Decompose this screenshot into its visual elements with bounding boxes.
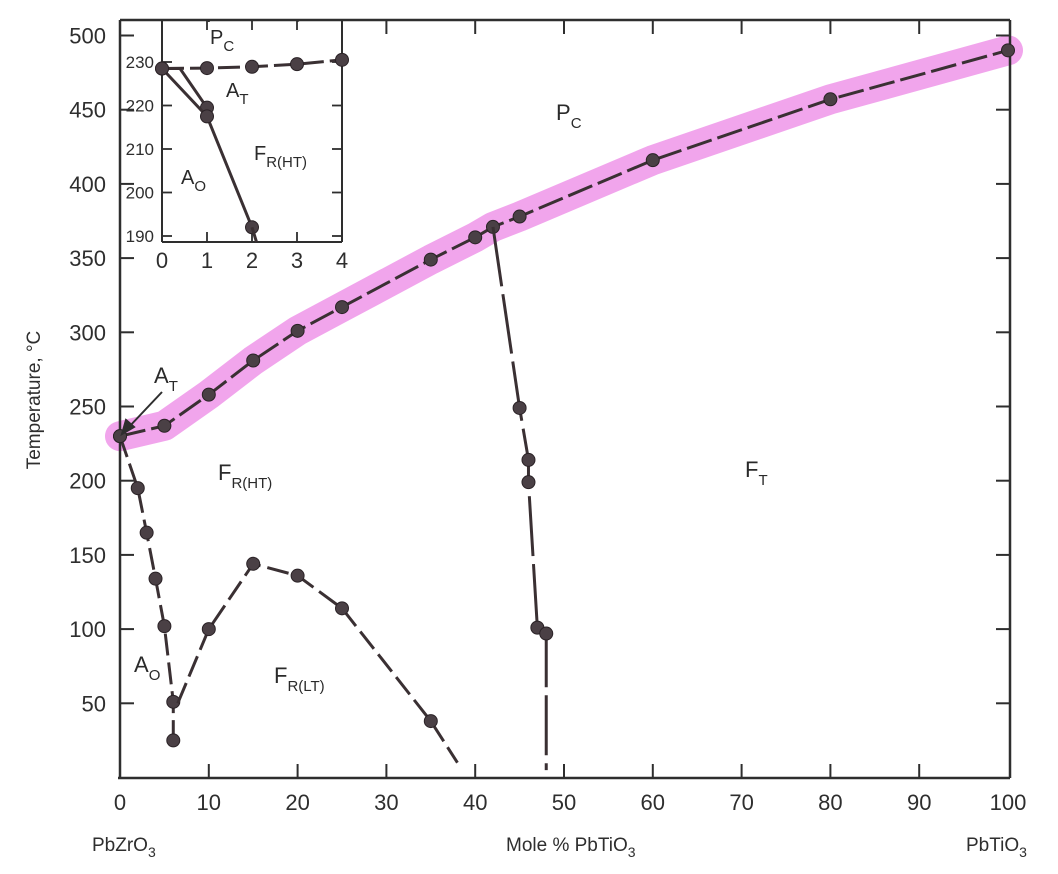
inset-chart: 0 1 2 3 4 190 200 210 220 230 (126, 20, 349, 273)
x-tick-label: 50 (552, 790, 576, 815)
data-point (335, 300, 349, 315)
inset-region-label-fr-ht: FR(HT) (254, 143, 307, 171)
x-tick-label: 40 (463, 790, 487, 815)
data-point (201, 622, 216, 637)
inset-y-tick-label: 210 (126, 140, 154, 159)
x-tick-label: 100 (990, 790, 1027, 815)
y-tick-label: 150 (69, 543, 106, 568)
inset-data-point (155, 61, 169, 76)
data-point (157, 418, 172, 433)
data-point (645, 153, 660, 168)
x-tick-label: 90 (907, 790, 931, 815)
inset-data-point (335, 52, 349, 67)
y-tick-label: 100 (69, 617, 106, 642)
inset-y-tick-label: 190 (126, 227, 154, 246)
y-axis-title: Temperature, °C (24, 331, 45, 470)
data-point (148, 571, 163, 586)
data-point (166, 733, 181, 748)
data-point (290, 323, 305, 338)
data-point (139, 525, 154, 540)
inset-region-label-pc: PC (210, 27, 234, 55)
data-point (246, 353, 261, 368)
x-tick-label: 10 (197, 790, 221, 815)
data-point (157, 619, 172, 634)
data-point (290, 568, 305, 583)
region-label-pc: PC (556, 100, 582, 132)
inset-region-label-ao: AO (181, 167, 206, 195)
inset-y-tick-label: 200 (126, 184, 154, 203)
inset-x-tick-label: 2 (246, 248, 258, 273)
data-point (521, 452, 536, 467)
region-labels: PC FT FR(HT) FR(LT) AO AT PC AT FR(HT) A… (120, 27, 768, 695)
data-point (521, 475, 536, 490)
y-tick-label: 400 (69, 172, 106, 197)
inset-y-tick-label: 230 (126, 53, 154, 72)
y-tick-label: 200 (69, 469, 106, 494)
data-point (246, 556, 261, 571)
inset-x-tick-label: 1 (201, 248, 213, 273)
data-point (539, 626, 554, 641)
inset-data-point (200, 61, 214, 76)
data-point (1001, 43, 1015, 58)
inset-region-label-at: AT (226, 80, 249, 108)
region-label-at: AT (154, 363, 178, 395)
data-series (113, 43, 1015, 771)
left-compound-label: PbZrO3 (92, 835, 156, 860)
right-compound-label: PbTiO3 (966, 835, 1027, 860)
y-tick-label: 250 (69, 395, 106, 420)
inset-y-tick-label: 220 (126, 97, 154, 116)
inset-x-tick-label: 4 (336, 248, 348, 273)
at-arrow-icon (120, 391, 163, 437)
x-tick-label: 30 (374, 790, 398, 815)
region-label-ft: FT (745, 457, 768, 489)
data-point (335, 601, 349, 616)
data-point (512, 209, 527, 224)
region-label-fr-ht: FR(HT) (218, 460, 272, 492)
axis-ticks (120, 20, 1010, 778)
series-line (119, 48, 1009, 438)
data-point (201, 387, 216, 402)
inset-data-point (290, 57, 304, 72)
data-point (423, 252, 438, 267)
region-label-ao: AO (134, 652, 160, 684)
x-tick-label: 70 (729, 790, 753, 815)
data-point (468, 230, 483, 245)
y-tick-label: 500 (69, 24, 106, 49)
x-axis-title: Mole % PbTiO3 (506, 835, 636, 860)
inset-x-tick-label: 3 (291, 248, 303, 273)
x-tick-label: 60 (641, 790, 665, 815)
axis-tick-labels: 0 10 20 30 40 50 60 70 80 90 100501001502002503003… (69, 24, 1026, 816)
y-tick-label: 300 (69, 320, 106, 345)
data-point (512, 400, 527, 415)
x-tick-label: 80 (818, 790, 842, 815)
y-tick-label: 50 (82, 691, 106, 716)
data-point (130, 481, 145, 496)
inset-data-point (200, 109, 214, 124)
series-line (491, 226, 548, 771)
data-point (423, 714, 438, 729)
inset-data-point (245, 59, 259, 74)
inset-x-tick-label: 0 (156, 248, 168, 273)
y-tick-label: 450 (69, 98, 106, 123)
region-label-fr-lt: FR(LT) (274, 663, 325, 695)
series-line (118, 435, 175, 741)
x-tick-label: 0 (114, 790, 126, 815)
series-line (176, 562, 459, 764)
y-tick-label: 350 (69, 246, 106, 271)
x-tick-label: 20 (285, 790, 309, 815)
data-point (823, 92, 838, 107)
